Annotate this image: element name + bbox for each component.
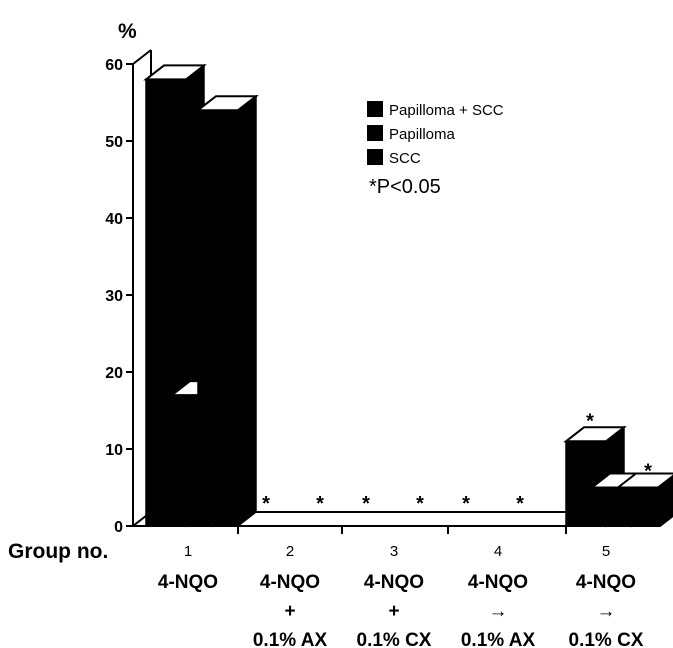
significance-star-group2: * [262,493,270,515]
group4-label-line: 4-NQO [468,572,528,593]
group4-label-line: 0.1% AX [461,630,536,648]
group-number-1: 1 [184,543,192,560]
group3-label-line: 4-NQO [364,572,424,593]
y-tick-label: 60 [105,57,123,74]
labels: * * * * * * * * 1 4-NQO 2 4-NQO +0.1% AX 3 4-NQO +0.1% … [158,410,652,648]
legend-label-scc: SCC [389,150,421,167]
legend-label-papilloma-scc: Papilloma + SCC [389,102,504,119]
significance-star-group4: * [516,493,524,515]
group2-label-line: 4-NQO [260,572,320,593]
group2-label-line: 0.1% AX [253,630,328,648]
x-axis-label: Group no. [8,540,108,563]
group-number-5: 5 [602,543,610,560]
significance-note: *P<0.05 [369,176,441,198]
group3-label-line: 0.1% CX [357,630,432,648]
significance-star-group3: * [362,493,370,515]
group-number-3: 3 [390,543,398,560]
y-tick-label: 20 [105,365,123,382]
axes: 0 10 20 30 40 50 60 [105,49,673,536]
significance-star-group5: * [586,410,594,432]
significance-star-group5: * [644,461,652,483]
legend-swatch-papilloma [367,125,383,141]
bar-group1-scc [195,94,259,528]
legend-swatch-papilloma-scc [367,101,383,117]
bar-group5-scc [615,472,673,528]
group5-label-line: → [597,601,616,622]
group-number-4: 4 [494,543,502,560]
back-wall-top-edge [132,49,152,65]
group5-label-line: 4-NQO [576,572,636,593]
group1-label-line: 4-NQO [158,572,218,593]
group-number-2: 2 [286,543,294,560]
legend-label-papilloma: Papilloma [389,126,456,143]
group4-label-line: → [489,601,508,622]
y-tick-label: 50 [105,134,123,151]
bars [143,63,673,528]
y-tick-label: 0 [114,519,123,536]
significance-star-group2: * [316,493,324,515]
y-tick-label: 10 [105,442,123,459]
significance-star-group4: * [462,493,470,515]
chart-floor [130,511,673,527]
group2-label-line: + [284,601,295,622]
legend-swatch-scc [367,149,383,165]
legend: Papilloma + SCC Papilloma SCC *P<0.05 [367,101,504,198]
group3-label-line: + [388,601,399,622]
y-tick-label: 30 [105,288,123,305]
y-axis-unit: % [118,20,137,43]
y-tick-label: 40 [105,211,123,228]
group5-label-line: 0.1% CX [569,630,644,648]
significance-star-group3: * [416,493,424,515]
